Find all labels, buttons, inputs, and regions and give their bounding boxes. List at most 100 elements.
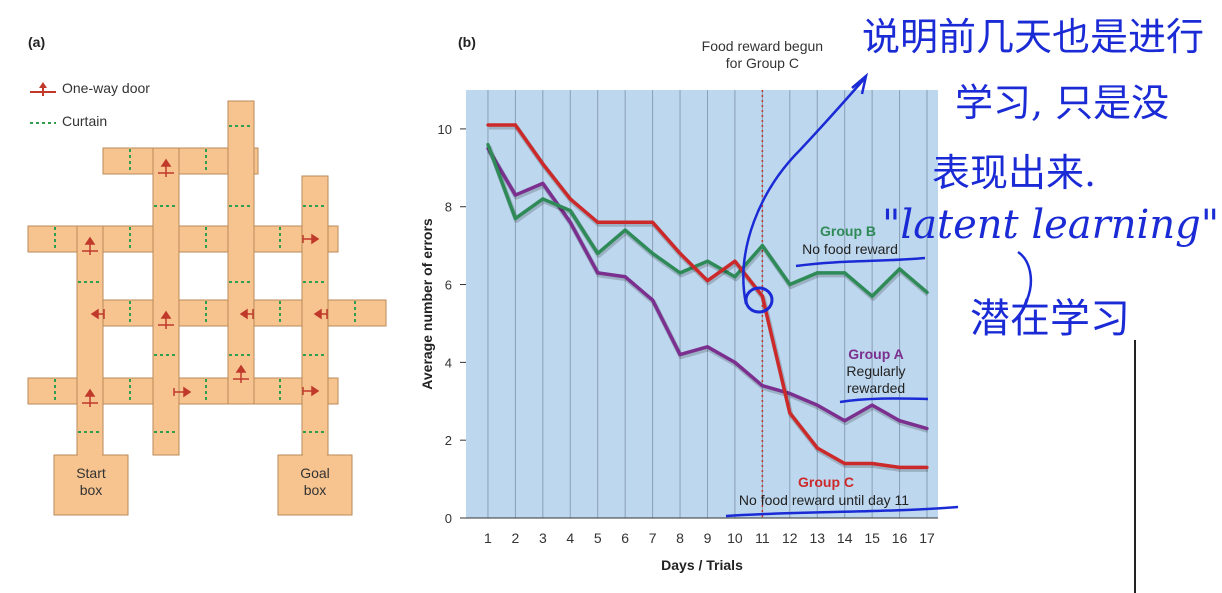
handwritten-line-5: 潜在学习: [970, 296, 1130, 342]
handwritten-line-4: "latent learning": [882, 202, 1220, 248]
x-tick-label: 13: [809, 530, 825, 546]
data-point: [568, 209, 572, 213]
x-tick-label: 1: [484, 530, 492, 546]
goal-box-label: Goal box: [278, 465, 352, 499]
data-point: [678, 251, 682, 256]
y-tick-label: 4: [445, 355, 452, 370]
goal-box-text-2: box: [303, 482, 327, 498]
data-point: [843, 419, 847, 423]
data-point: [760, 294, 764, 298]
y-tick-label: 10: [438, 122, 452, 137]
data-point: [623, 275, 627, 279]
data-point: [568, 197, 572, 201]
data-point: [513, 193, 517, 197]
curtain-markers: [54, 125, 356, 433]
series-note-group-c: No food reward until day 11: [739, 492, 909, 508]
data-point: [870, 461, 874, 466]
series-note-group-b: No food reward: [802, 241, 898, 257]
x-axis-label: Days / Trials: [661, 557, 743, 573]
ink-arrowhead: [851, 72, 869, 95]
x-tick-label: 12: [782, 530, 798, 546]
series-note-group-a: rewarded: [847, 380, 905, 396]
handwritten-note: 说明前几天也是进行 学习, 只是没 表现出来. "latent learning…: [840, 6, 1219, 351]
data-point: [815, 446, 819, 450]
data-point: [486, 123, 490, 127]
y-tick-label: 0: [445, 511, 452, 526]
data-point: [733, 360, 737, 364]
data-point: [925, 426, 929, 431]
data-point: [596, 271, 600, 275]
panel-b-label: (b): [458, 34, 476, 50]
data-point: [733, 259, 737, 263]
x-tick-label: 11: [755, 530, 770, 546]
data-point: [788, 411, 792, 415]
start-box-label: Start box: [54, 465, 128, 499]
data-point: [897, 465, 902, 470]
x-tick-label: 6: [621, 530, 629, 546]
series-name-group-b: Group B: [820, 223, 876, 239]
data-point: [870, 403, 874, 407]
data-point: [651, 251, 655, 256]
maze-corridor: [76, 225, 104, 462]
data-point: [815, 403, 819, 407]
data-point: [541, 181, 545, 185]
y-tick-label: 8: [445, 200, 452, 215]
ink-bracket: [1017, 250, 1033, 301]
data-point: [651, 298, 655, 302]
ink-underline-a: [839, 397, 929, 404]
x-tick-label: 9: [704, 530, 712, 546]
data-point: [815, 271, 819, 275]
x-tick-label: 3: [539, 530, 547, 546]
x-tick-label: 15: [864, 530, 880, 546]
series-note-group-a: Regularly: [846, 363, 905, 379]
goal-box-text-1: Goal: [300, 465, 330, 481]
marker-line-label: Food reward begun: [702, 38, 823, 54]
data-point: [678, 271, 682, 275]
x-tick-label: 8: [676, 530, 684, 546]
handwritten-line-1: 说明前几天也是进行: [862, 15, 1205, 59]
data-point: [513, 123, 517, 127]
data-point: [651, 220, 655, 224]
x-tick-label: 14: [837, 530, 853, 546]
y-tick-label: 6: [445, 278, 452, 293]
data-point: [925, 290, 929, 294]
handwritten-line-2: 学习, 只是没: [955, 81, 1170, 125]
legend-item-curtain: Curtain: [28, 113, 228, 131]
plot-area: [466, 90, 938, 518]
x-tick-label: 16: [892, 530, 908, 546]
legend-label-curtain: Curtain: [62, 113, 108, 129]
maze-diagram: [27, 100, 387, 516]
marker-line-label: for Group C: [726, 55, 799, 71]
data-point: [541, 162, 545, 166]
y-axis-label: Average number of errors: [419, 218, 435, 390]
legend-item-door: One-way door: [28, 80, 228, 98]
one-way-door-markers: [82, 158, 328, 407]
data-point: [623, 228, 627, 232]
data-point: [897, 267, 902, 271]
data-point: [623, 220, 627, 224]
data-point: [788, 282, 792, 287]
legend-label-door: One-way door: [62, 80, 150, 96]
data-point: [513, 216, 517, 220]
series-name-group-a: Group A: [848, 346, 903, 362]
x-tick-label: 4: [566, 530, 574, 546]
start-box-text-1: Start: [76, 465, 106, 481]
data-point: [897, 419, 902, 423]
data-point: [486, 142, 490, 147]
data-point: [596, 251, 600, 256]
one-way-door-icon: [30, 82, 56, 96]
data-point: [541, 197, 545, 201]
page-margin-line: [1134, 340, 1136, 593]
data-point: [705, 279, 710, 283]
x-tick-label: 17: [919, 530, 935, 546]
ink-underline-c: [725, 505, 959, 518]
x-tick-label: 10: [727, 530, 743, 546]
panel-a-label: (a): [28, 34, 46, 50]
data-point: [760, 384, 764, 388]
data-point: [843, 271, 847, 275]
curtain-icon: [30, 122, 56, 124]
data-point: [705, 259, 710, 263]
ink-underline-b: [795, 256, 926, 268]
data-point: [870, 294, 874, 298]
